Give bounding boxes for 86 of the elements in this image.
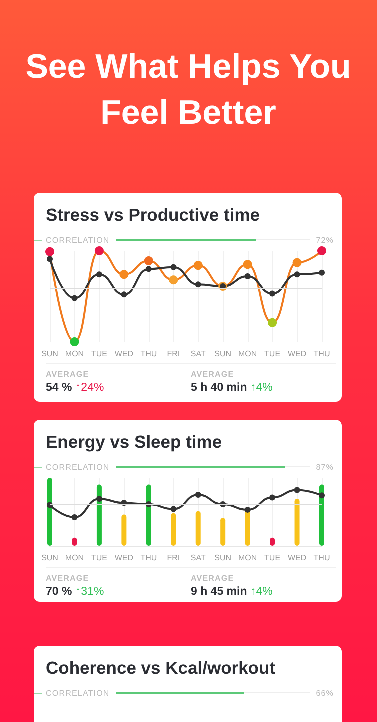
x-tick-label: TUE [91, 554, 108, 562]
bar [220, 518, 226, 546]
text: AVERAGE [191, 574, 236, 583]
x-tick-label: SUN [42, 350, 59, 358]
point [144, 256, 154, 266]
text: 70 % [46, 586, 72, 598]
x-tick-label: THU [140, 350, 158, 358]
x-tick-label: MON [65, 554, 84, 562]
bar [320, 484, 324, 546]
x-tick-label: FRI [167, 350, 180, 358]
chart-title: Energy vs Sleep time [46, 432, 222, 453]
point [270, 290, 276, 297]
bar [146, 484, 152, 546]
x-tick-label: SAT [190, 554, 206, 562]
text: AVERAGE [46, 574, 90, 583]
x-tick-label: WED [114, 554, 134, 562]
x-tick-label: MON [238, 350, 258, 358]
point [195, 282, 202, 288]
x-tick-label: SAT [190, 350, 206, 358]
text: 66% [316, 688, 334, 698]
text: ↑24% [75, 382, 104, 394]
text: CORRELATION [46, 236, 110, 244]
point [94, 246, 104, 256]
x-tick-label: SUN [214, 350, 232, 358]
point [195, 492, 202, 498]
point [96, 272, 102, 278]
point [319, 270, 325, 276]
point [170, 506, 177, 512]
point [244, 506, 251, 513]
x-tick-label: MON [65, 350, 84, 358]
text: ↑31% [75, 586, 104, 598]
point [96, 496, 102, 502]
text: 72% [316, 236, 334, 244]
point [194, 261, 203, 270]
point [268, 318, 278, 328]
point [70, 338, 80, 346]
x-tick-label: THU [314, 350, 330, 358]
point [294, 487, 300, 494]
text: CORRELATION [46, 462, 110, 472]
text: 5 h 40 min [191, 382, 248, 394]
x-tick-label: TUE [264, 554, 281, 562]
point [170, 264, 177, 270]
x-tick-label: TUE [91, 350, 108, 358]
text: 9 h 45 min [191, 586, 248, 598]
x-tick-label: WED [114, 350, 134, 358]
bar [122, 514, 127, 546]
point [146, 266, 152, 272]
text: ↑4% [250, 382, 273, 394]
point [294, 272, 300, 278]
point [292, 258, 302, 268]
point [46, 247, 54, 256]
point [121, 292, 128, 298]
x-tick-label: TUE [264, 350, 281, 358]
x-tick-label: THU [314, 554, 330, 562]
text: AVERAGE [191, 370, 236, 379]
point [270, 494, 276, 501]
text: CORRELATION [46, 688, 110, 698]
text: 54 % [46, 382, 72, 394]
bar [171, 513, 176, 546]
x-tick-label: MON [238, 554, 258, 562]
x-tick-label: FRI [167, 554, 180, 562]
bar [196, 511, 201, 546]
chart-title: Stress vs Productive time [46, 205, 260, 226]
text: 87% [316, 462, 334, 472]
text: AVERAGE [46, 370, 90, 379]
text: Coherence vs Kcal/workout [46, 658, 276, 679]
bar [48, 478, 52, 546]
bar [294, 499, 300, 546]
point [243, 260, 252, 270]
point [169, 276, 178, 285]
x-tick-label: WED [288, 350, 307, 358]
point [319, 492, 325, 499]
bar [96, 484, 102, 546]
text: See What Helps You Feel Better [24, 47, 352, 134]
point [72, 514, 78, 520]
bar [245, 509, 250, 546]
x-tick-label: WED [288, 554, 307, 562]
point [120, 270, 129, 280]
x-tick-label: SUN [42, 554, 59, 562]
x-tick-label: THU [140, 554, 158, 562]
x-tick-label: SUN [214, 554, 232, 562]
point [72, 295, 78, 302]
point [318, 246, 326, 256]
point [47, 256, 53, 262]
point [244, 273, 251, 280]
text: ↑4% [250, 586, 273, 598]
